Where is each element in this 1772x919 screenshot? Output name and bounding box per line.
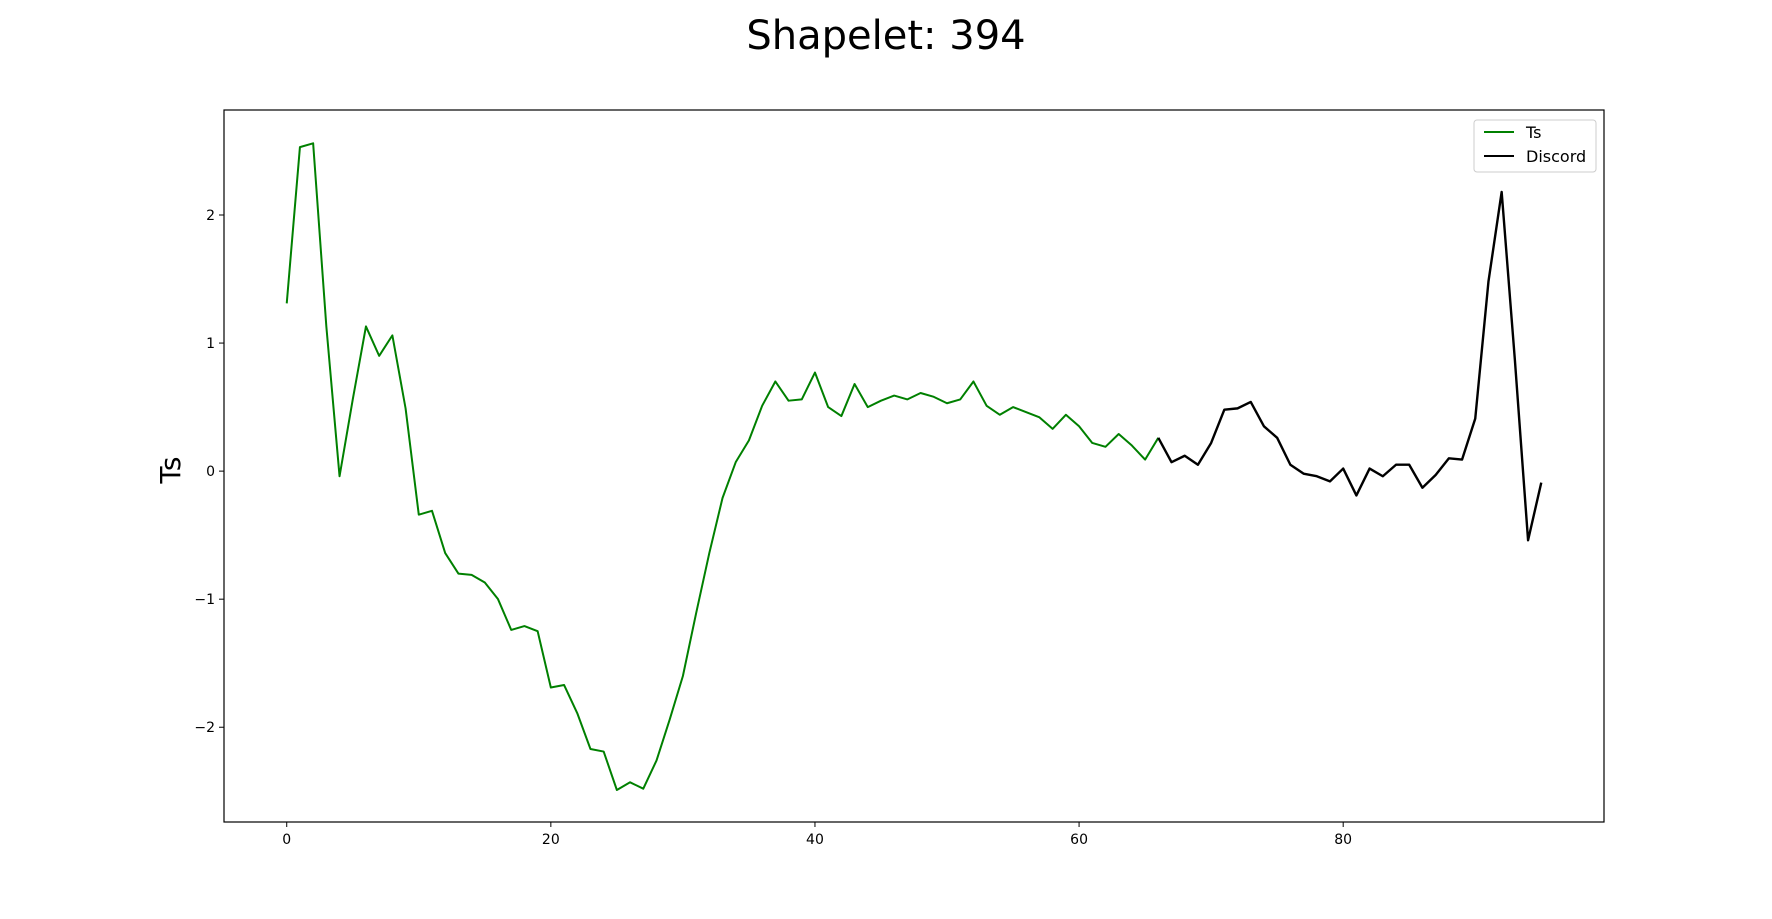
legend: Ts Discord [1473, 119, 1597, 173]
series-line-discord [1157, 190, 1543, 542]
axis-ticks: 0 20 40 60 80 −2 −1 0 1 2 [194, 208, 1352, 848]
y-axis-label: Ts [154, 456, 187, 484]
x-tick-label: 0 [282, 832, 291, 848]
chart-title: Shapelet: 394 [746, 13, 1025, 59]
x-tick-label: 20 [542, 832, 560, 848]
y-tick-label: 0 [206, 464, 215, 480]
x-tick-label: 80 [1334, 832, 1352, 848]
x-tick-label: 60 [1070, 832, 1088, 848]
y-tick-label: 2 [206, 208, 215, 224]
y-tick-label: 1 [206, 336, 215, 352]
legend-label-discord: Discord [1526, 147, 1586, 166]
y-tick-label: −1 [194, 592, 215, 608]
x-tick-label: 40 [806, 832, 824, 848]
plot-area-frame [223, 109, 1605, 823]
legend-label-ts: Ts [1525, 123, 1541, 142]
plot-lines [285, 142, 1543, 791]
y-tick-label: −2 [194, 720, 215, 736]
series-line-ts [285, 142, 1160, 791]
